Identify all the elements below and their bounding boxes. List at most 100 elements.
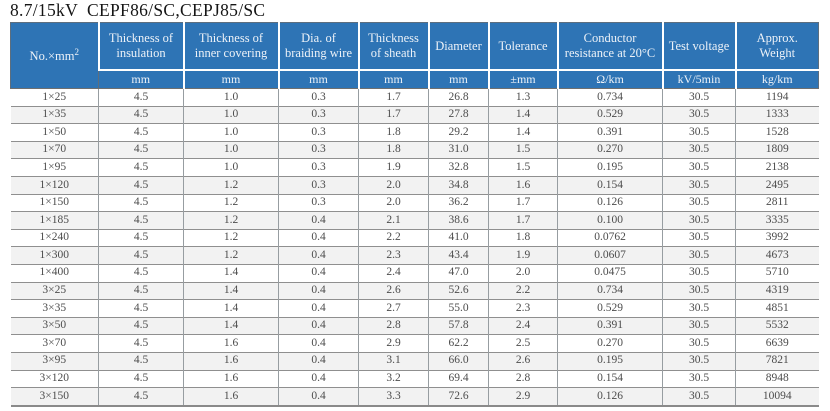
unit-cell-insulation: mm — [98, 69, 184, 89]
value-cell: 0.126 — [557, 387, 663, 407]
row-size-cell: 3×25 — [10, 281, 99, 300]
table-row: 1×70 4.5 1.0 0.3 1.8 31.0 1.5 0.270 30.5 1809 — [10, 140, 819, 159]
value-cell: 2.9 — [358, 334, 429, 353]
table-row: 1×120 4.5 1.2 0.3 2.0 34.8 1.6 0.154 30.5 2495 — [10, 175, 819, 195]
header-cell-weight: Approx. Weight — [734, 22, 819, 70]
value-cell: 0.4 — [278, 263, 359, 283]
value-cell: 30.5 — [662, 334, 736, 353]
value-cell: 0.3 — [278, 175, 359, 195]
spec-table: No.×mm2 Thickness of insulation Thicknes… — [10, 22, 819, 407]
value-cell: 2.9 — [488, 387, 558, 407]
value-cell: 1.6 — [183, 369, 279, 388]
value-cell: 43.4 — [428, 246, 489, 265]
value-cell: 4.5 — [98, 88, 184, 107]
value-cell: 0.4 — [278, 246, 359, 265]
value-cell: 34.8 — [428, 175, 489, 195]
value-cell: 4673 — [735, 246, 819, 265]
value-cell: 7821 — [735, 351, 819, 370]
value-cell: 2.1 — [358, 211, 429, 230]
value-cell: 0.529 — [557, 105, 663, 124]
value-cell: 32.8 — [428, 158, 489, 177]
value-cell: 2138 — [735, 158, 819, 177]
value-cell: 2.8 — [358, 316, 429, 335]
value-cell: 10094 — [735, 387, 819, 407]
value-cell: 0.4 — [278, 316, 359, 335]
value-cell: 0.391 — [557, 316, 663, 335]
value-cell: 0.4 — [278, 369, 359, 388]
value-cell: 3992 — [735, 228, 819, 247]
row-size-cell: 1×150 — [10, 193, 99, 212]
value-cell: 4.5 — [98, 351, 184, 370]
value-cell: 0.4 — [278, 281, 359, 300]
value-cell: 4.5 — [98, 105, 184, 124]
value-cell: 1.7 — [488, 193, 558, 212]
row-size-cell: 1×25 — [10, 88, 99, 107]
row-size-cell: 3×95 — [10, 351, 99, 370]
value-cell: 1809 — [735, 140, 819, 159]
value-cell: 1.7 — [488, 211, 558, 230]
value-cell: 30.5 — [662, 193, 736, 212]
value-cell: 0.154 — [557, 175, 663, 195]
value-cell: 1.0 — [183, 123, 279, 142]
value-cell: 1.4 — [183, 281, 279, 300]
value-cell: 30.5 — [662, 299, 736, 318]
value-cell: 0.3 — [278, 105, 359, 124]
header-cell-sheath: Thickness of sheath — [357, 22, 429, 70]
table-row: 1×95 4.5 1.0 0.3 1.9 32.8 1.5 0.195 30.5 2138 — [10, 158, 819, 177]
value-cell: 4.5 — [98, 211, 184, 230]
value-cell: 1.6 — [183, 387, 279, 407]
value-cell: 55.0 — [428, 299, 489, 318]
value-cell: 4.5 — [98, 387, 184, 407]
value-cell: 1.5 — [488, 158, 558, 177]
value-cell: 72.6 — [428, 387, 489, 407]
value-cell: 4.5 — [98, 316, 184, 335]
value-cell: 30.5 — [662, 281, 736, 300]
value-cell: 2.4 — [488, 316, 558, 335]
value-cell: 5710 — [735, 263, 819, 283]
size-label-sup: 2 — [74, 46, 79, 57]
header-cell-diameter: Diameter — [427, 22, 489, 70]
value-cell: 1.9 — [358, 158, 429, 177]
value-cell: 0.3 — [278, 193, 359, 212]
table-row: 1×240 4.5 1.2 0.4 2.2 41.0 1.8 0.0762 30.5 3992 — [10, 228, 819, 247]
value-cell: 4.5 — [98, 281, 184, 300]
value-cell: 2.6 — [358, 281, 429, 300]
value-cell: 2.7 — [358, 299, 429, 318]
value-cell: 2.0 — [488, 263, 558, 283]
value-cell: 5532 — [735, 316, 819, 335]
value-cell: 4.5 — [98, 158, 184, 177]
value-cell: 0.3 — [278, 140, 359, 159]
value-cell: 29.2 — [428, 123, 489, 142]
value-cell: 2.6 — [488, 351, 558, 370]
value-cell: 1.6 — [183, 334, 279, 353]
value-cell: 2811 — [735, 193, 819, 212]
value-cell: 30.5 — [662, 246, 736, 265]
value-cell: 30.5 — [662, 369, 736, 388]
table-row: 1×400 4.5 1.4 0.4 2.4 47.0 2.0 0.0475 30.5 5710 — [10, 263, 819, 283]
value-cell: 1.6 — [183, 351, 279, 370]
header-cell-inner-covering: Thickness of inner covering — [182, 22, 279, 70]
value-cell: 62.2 — [428, 334, 489, 353]
value-cell: 1.7 — [358, 105, 429, 124]
value-cell: 0.391 — [557, 123, 663, 142]
value-cell: 26.8 — [428, 88, 489, 107]
value-cell: 3.2 — [358, 369, 429, 388]
value-cell: 1.4 — [183, 316, 279, 335]
value-cell: 1.4 — [488, 105, 558, 124]
value-cell: 1.4 — [183, 299, 279, 318]
header-cell-braiding-wire: Dia. of braiding wire — [277, 22, 359, 70]
value-cell: 30.5 — [662, 158, 736, 177]
value-cell: 1.2 — [183, 175, 279, 195]
value-cell: 0.0762 — [557, 228, 663, 247]
value-cell: 1194 — [735, 88, 819, 107]
value-cell: 1.0 — [183, 105, 279, 124]
value-cell: 4.5 — [98, 369, 184, 388]
value-cell: 1.8 — [488, 228, 558, 247]
value-cell: 66.0 — [428, 351, 489, 370]
header-cell-test-voltage: Test voltage — [661, 22, 736, 70]
value-cell: 1.8 — [358, 123, 429, 142]
value-cell: 4.5 — [98, 228, 184, 247]
row-size-cell: 1×185 — [10, 211, 99, 230]
header-label-row: No.×mm2 Thickness of insulation Thicknes… — [10, 22, 819, 89]
value-cell: 52.6 — [428, 281, 489, 300]
